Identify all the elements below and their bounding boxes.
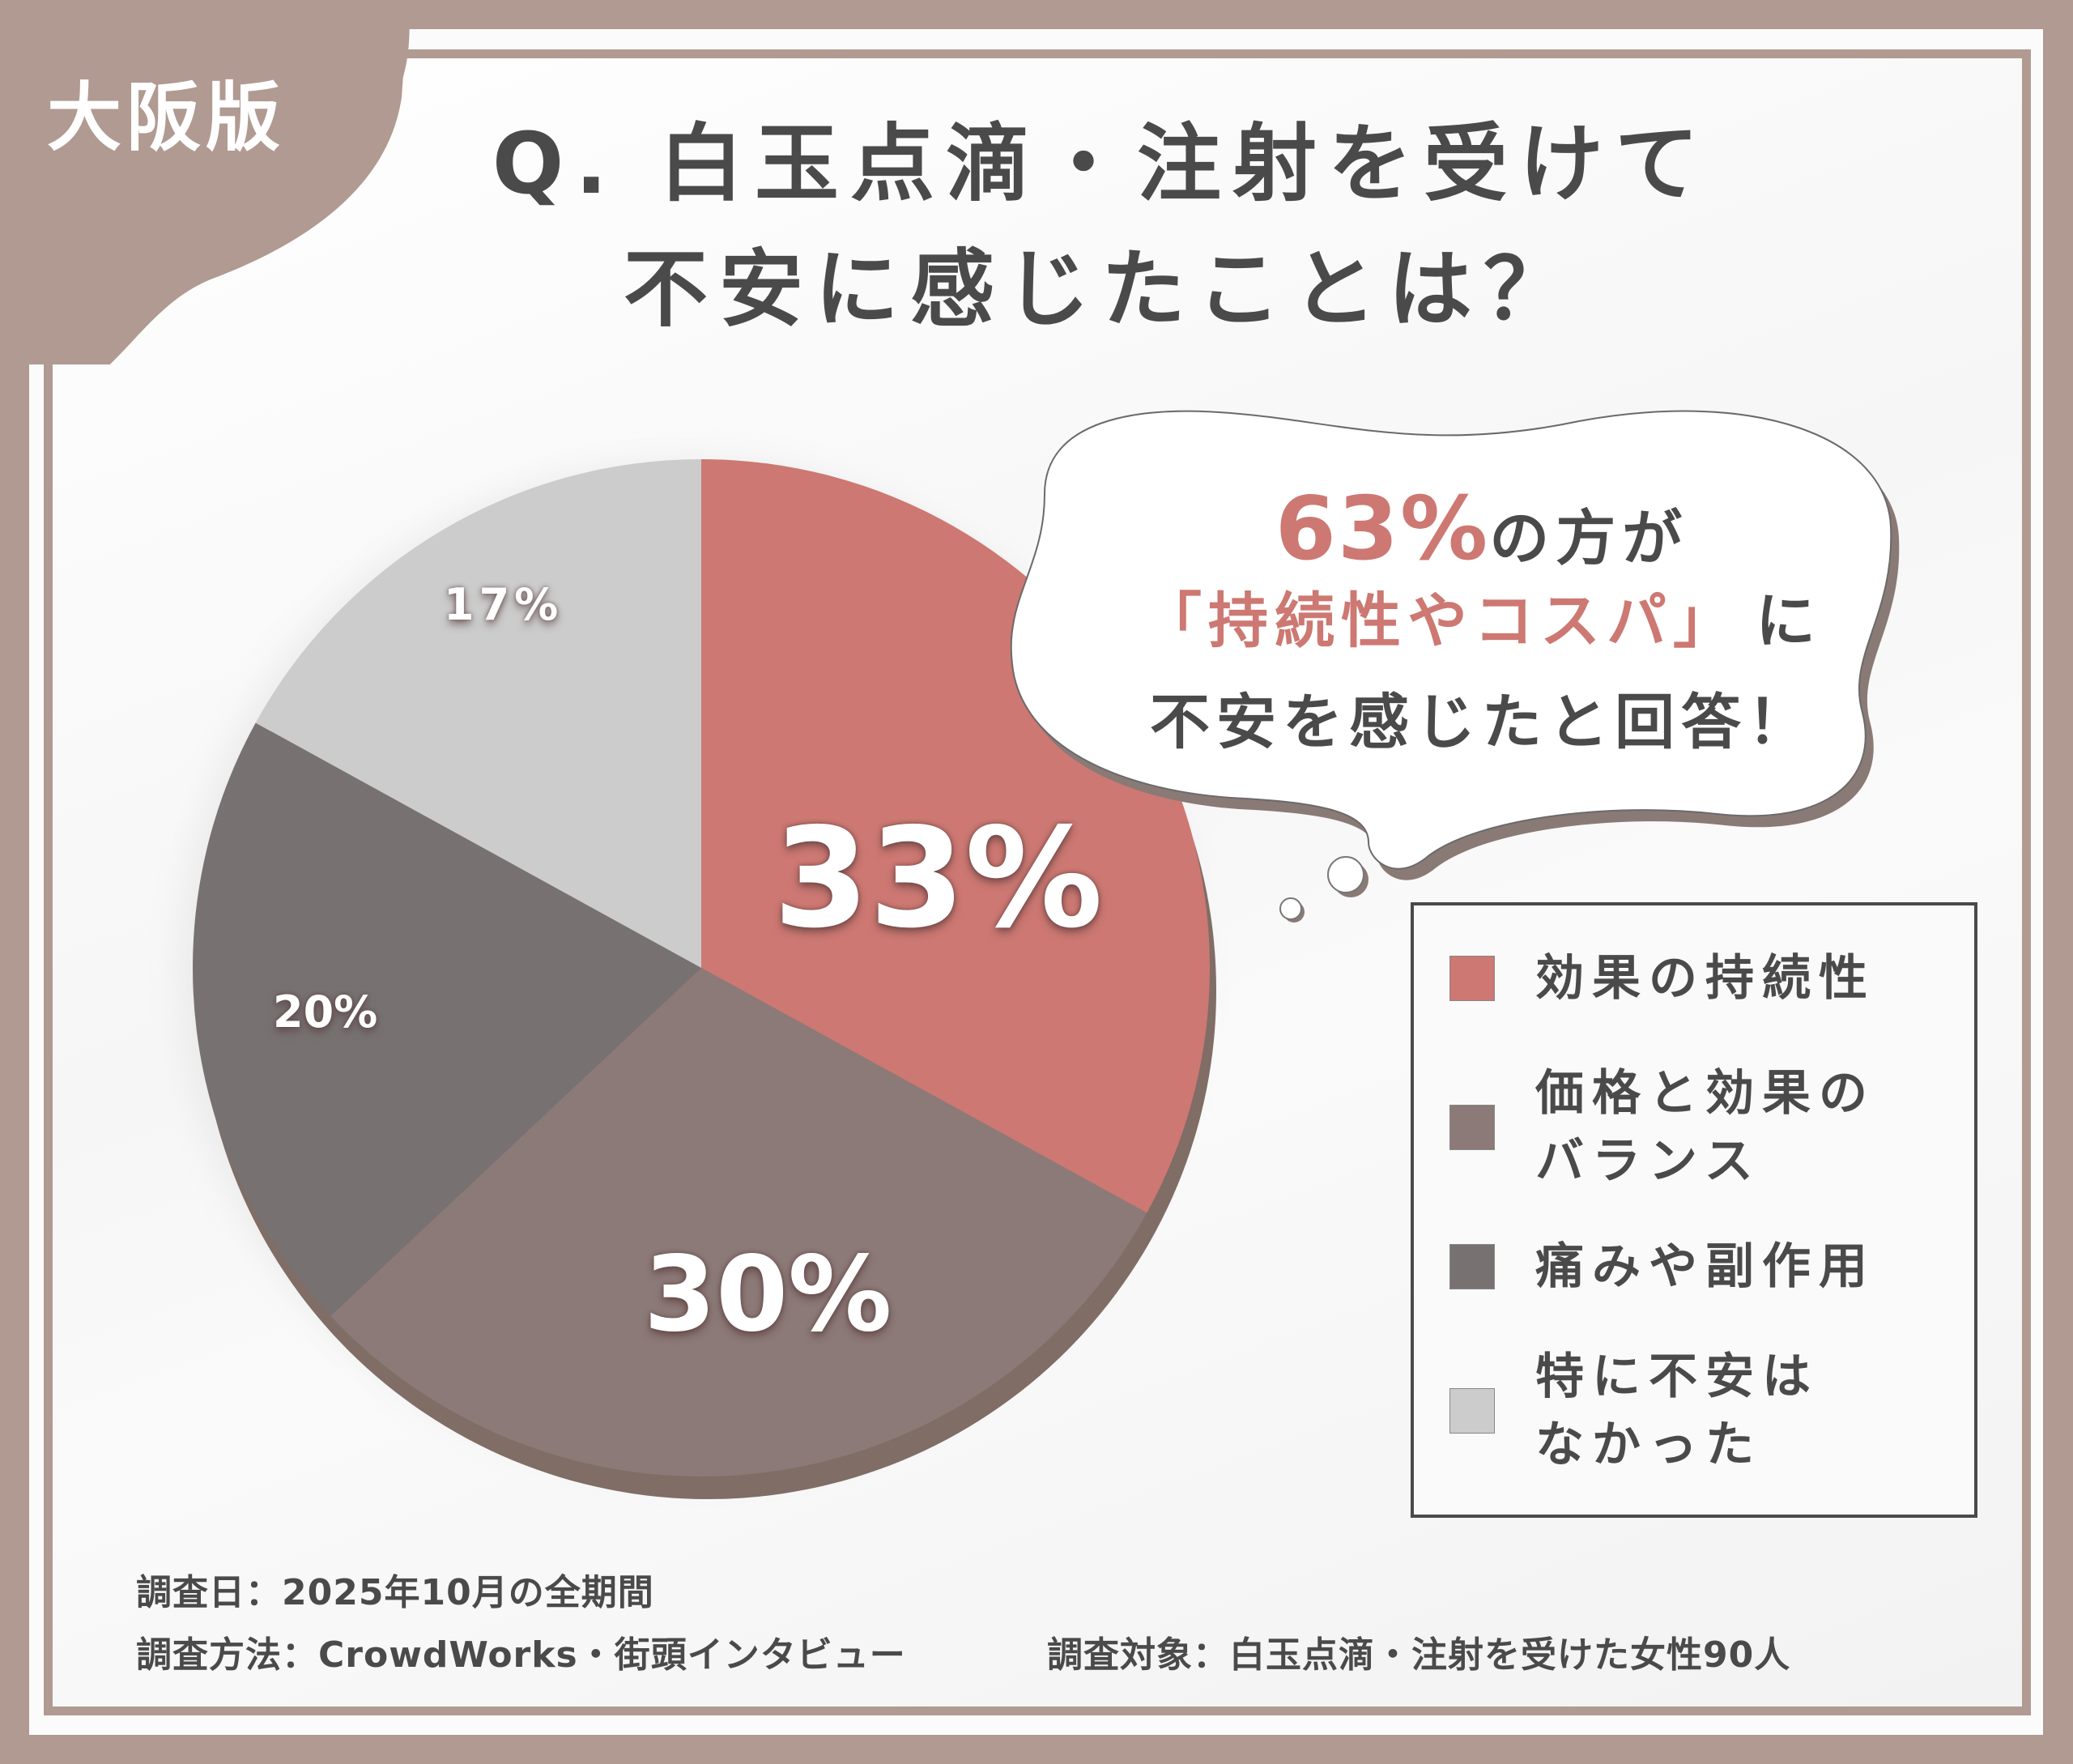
- page-title-line2: 不安に感じたことは？: [623, 240, 1579, 339]
- bubble-line3: 不安を感じたと回答！: [1150, 688, 1814, 757]
- legend-label-line2: バランス: [1535, 1133, 1761, 1190]
- survey-date: 調査日：2025年10月の全期間: [136, 1572, 654, 1613]
- legend-item: 特に不安は なかった: [1449, 1343, 1819, 1479]
- highlight-value: 63%: [1275, 479, 1490, 580]
- legend-swatch-1: [1449, 1105, 1495, 1150]
- pie-slice-1: [330, 968, 1147, 1476]
- survey-method: 調査方法：CrowdWorks・街頭インタビュー: [136, 1634, 906, 1676]
- legend-label: 特に不安は なかった: [1535, 1343, 1819, 1479]
- legend-label: 価格と効果の バランス: [1535, 1059, 1875, 1195]
- legend-label-line1: 価格と効果の: [1535, 1065, 1875, 1122]
- legend-swatch-2: [1449, 1244, 1495, 1289]
- pie-label-s1: 33%: [773, 799, 1103, 959]
- pie-label-s2: 30%: [644, 1234, 892, 1355]
- region-tag: 大阪版: [47, 75, 286, 161]
- bubble-line2-rest: に: [1756, 586, 1822, 656]
- pie-label-s3: 20%: [273, 986, 378, 1038]
- legend-label-line1: 特に不安は: [1535, 1349, 1819, 1405]
- bubble-line2: 「持続性やコスパ」に: [1016, 591, 1947, 651]
- legend-item: 価格と効果の バランス: [1449, 1059, 1875, 1195]
- survey-target: 調査対象：白玉点滴・注射を受けた女性90人: [1047, 1634, 1791, 1676]
- pie-label-s4: 17%: [444, 579, 564, 630]
- legend-item: 痛みや副作用: [1449, 1233, 1875, 1301]
- pie-slice-3: [255, 459, 701, 968]
- legend-item: 効果の持続性: [1449, 944, 1875, 1012]
- bubble-line1: 63%の方が: [1016, 486, 1947, 573]
- legend-swatch-3: [1449, 1388, 1495, 1434]
- legend-swatch-0: [1449, 956, 1495, 1001]
- pie-slice-2: [192, 722, 701, 1316]
- bubble-line1-rest: の方が: [1489, 504, 1689, 573]
- page-title-line1: Q. 白玉点滴・注射を受けて: [492, 114, 1711, 213]
- bubble-quote: 「持続性やコスパ」: [1142, 586, 1739, 656]
- chart-legend: 効果の持続性 価格と効果の バランス 痛みや副作用 特に不安は なかった: [1411, 902, 1977, 1518]
- legend-label: 効果の持続性: [1535, 950, 1875, 1007]
- legend-label: 痛みや副作用: [1535, 1238, 1875, 1295]
- legend-label-line2: なかった: [1535, 1417, 1762, 1473]
- corner-tag-shape: [0, 0, 410, 364]
